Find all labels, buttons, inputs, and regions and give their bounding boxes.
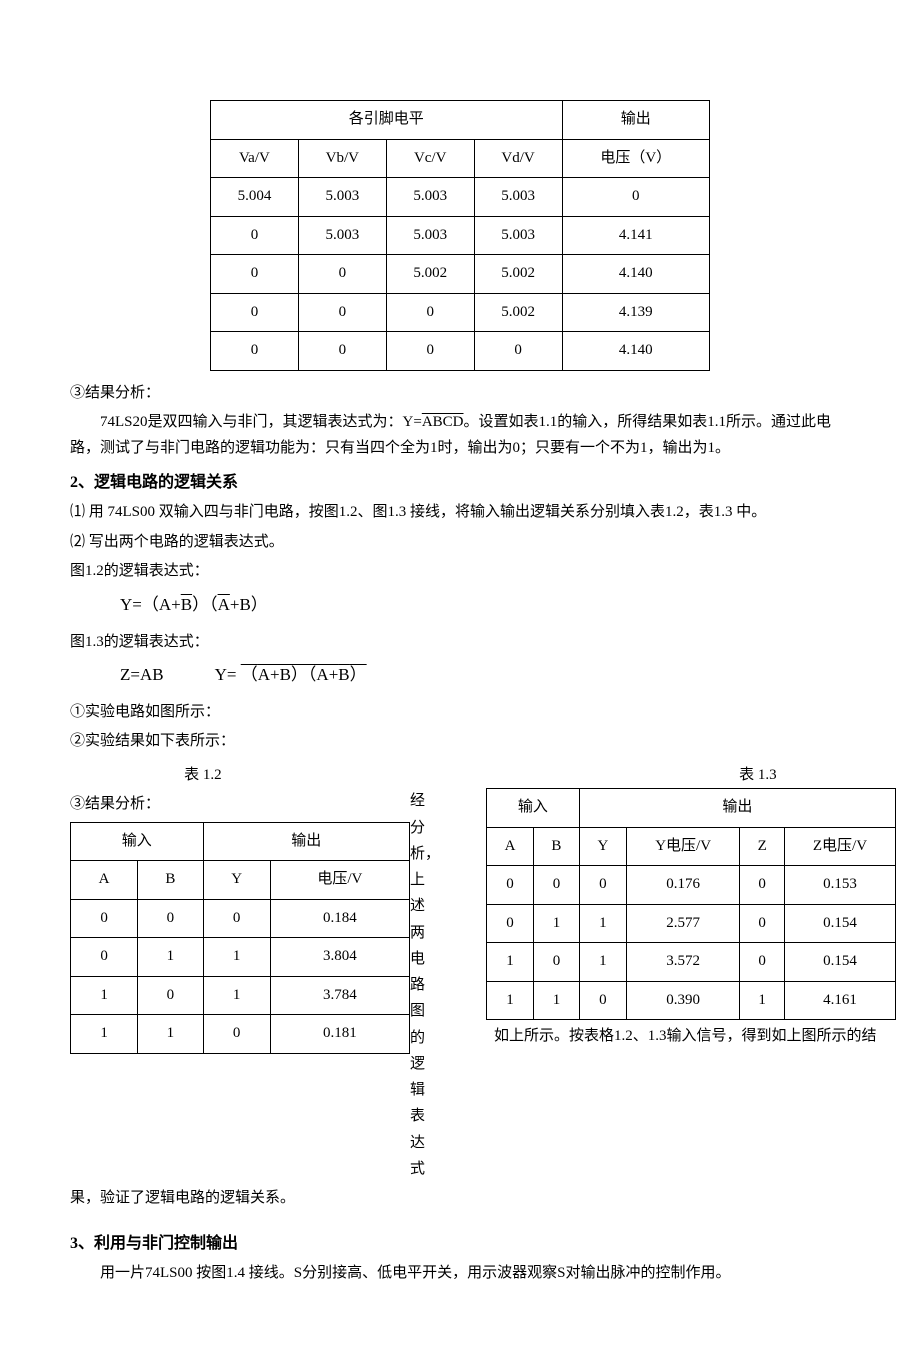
table1-col-vd: Vd/V xyxy=(474,139,562,178)
table2-header-input: 输入 xyxy=(71,822,204,861)
table-row: 0 0 0 0.184 xyxy=(71,899,410,938)
table-row: 1 0 1 3.572 0 0.154 xyxy=(487,943,896,982)
table-row: 5.004 5.003 5.003 5.003 0 xyxy=(211,178,710,217)
section3-heading: 3、利用与非门控制输出 xyxy=(70,1230,850,1257)
formula-1-2: Y=（A+B）（A+B） xyxy=(120,591,850,620)
table1-col-vout: 电压（V） xyxy=(562,139,710,178)
table-caption-row: 表 1.2 表 1.3 xyxy=(70,763,850,789)
analysis3-label: ③结果分析： xyxy=(70,792,410,818)
table-1-3: 输入 输出 A B Y Y电压/V Z Z电压/V 0 0 0 0.176 0 … xyxy=(486,788,896,1020)
table-row: 0 5.003 5.003 5.003 4.141 xyxy=(211,216,710,255)
conclusion-line2: 果，验证了逻辑电路的逻辑关系。 xyxy=(70,1186,850,1212)
table13-caption: 表 1.3 xyxy=(666,763,850,789)
expr12-label: 图1.2的逻辑表达式： xyxy=(70,559,850,585)
formula-1-3: Z=AB Y= （A+B）（A+B） xyxy=(120,661,850,690)
table-row: 0 0 0 0.176 0 0.153 xyxy=(487,866,896,905)
table-1-2: 输入 输出 A B Y 电压/V 0 0 0 0.184 0 1 1 3.804 xyxy=(70,822,410,1054)
table3-header-output: 输出 xyxy=(579,789,895,828)
table2-header-output: 输出 xyxy=(203,822,409,861)
section2-item1: ⑴ 用 74LS00 双输入四与非门电路，按图1.2、图1.3 接线，将输入输出… xyxy=(70,500,850,526)
table-row: 1 1 0 0.390 1 4.161 xyxy=(487,981,896,1020)
vertical-mid-text: 经分析，上述两电路图的逻辑表达式 xyxy=(410,788,428,1182)
table-row: 0 0 0 5.002 4.139 xyxy=(211,293,710,332)
section3-body: 用一片74LS00 按图1.4 接线。S分别接高、低电平开关，用示波器观察S对输… xyxy=(70,1261,850,1287)
table1-col-vb: Vb/V xyxy=(298,139,386,178)
analysis-paragraph: 74LS20是双四输入与非门，其逻辑表达式为：Y=ABCD。设置如表1.1的输入… xyxy=(70,410,850,461)
section2-item2: ⑵ 写出两个电路的逻辑表达式。 xyxy=(70,530,850,556)
table-row: 0 1 1 3.804 xyxy=(71,938,410,977)
table1-header-group2: 输出 xyxy=(562,101,710,140)
table-row: 0 1 1 2.577 0 0.154 xyxy=(487,904,896,943)
table1-col-va: Va/V xyxy=(211,139,299,178)
table1-header-group1: 各引脚电平 xyxy=(211,101,563,140)
circuit-diagram-label: ①实验电路如图所示： xyxy=(70,700,850,726)
table1-col-vc: Vc/V xyxy=(386,139,474,178)
section2-heading: 2、逻辑电路的逻辑关系 xyxy=(70,469,850,496)
table3-header-input: 输入 xyxy=(487,789,580,828)
table-row: 0 0 0 0 4.140 xyxy=(211,332,710,371)
table-row: 0 0 5.002 5.002 4.140 xyxy=(211,255,710,294)
table12-caption: 表 1.2 xyxy=(120,763,286,789)
expr13-label: 图1.3的逻辑表达式： xyxy=(70,630,850,656)
results-table-label: ②实验结果如下表所示： xyxy=(70,729,850,755)
result-analysis-label: ③结果分析： xyxy=(70,381,850,407)
table-pin-levels: 各引脚电平 输出 Va/V Vb/V Vc/V Vd/V 电压（V） 5.004… xyxy=(210,100,710,371)
table-row: 1 0 1 3.784 xyxy=(71,976,410,1015)
conclusion-line1: 如上所示。按表格1.2、1.3输入信号，得到如上图所示的结 xyxy=(486,1024,896,1050)
table-row: 1 1 0 0.181 xyxy=(71,1015,410,1054)
